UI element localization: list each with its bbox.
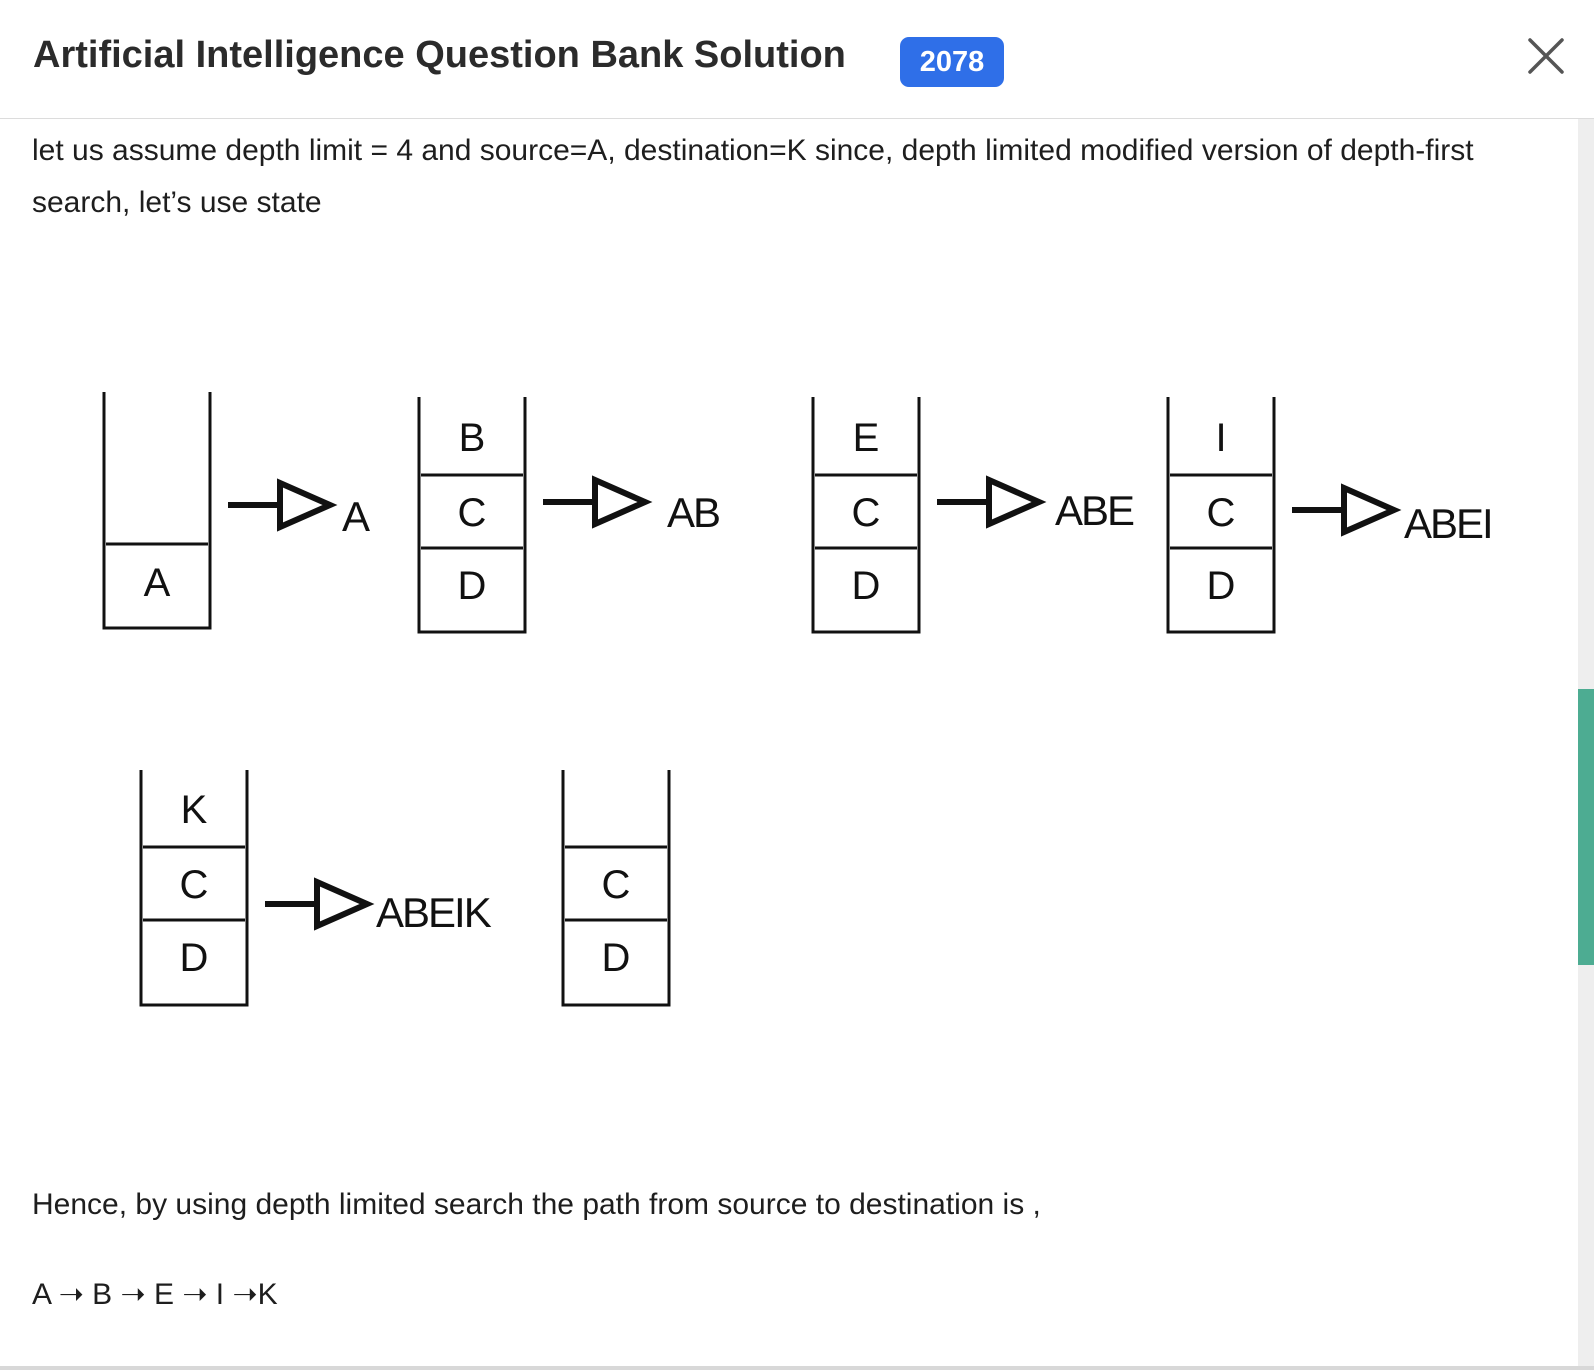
intro-text: let us assume depth limit = 4 and source… (32, 134, 1474, 219)
close-icon (1528, 38, 1564, 74)
stack-container (417, 397, 527, 634)
visited-path-label: ABEI (1404, 500, 1492, 547)
stack-cell-label: D (852, 564, 881, 608)
arrow-head (592, 475, 653, 529)
visited-path-label: A (342, 493, 370, 540)
stack-cell-label: A (144, 561, 171, 605)
close-button[interactable] (1526, 36, 1566, 76)
arrow-head (314, 877, 375, 931)
stack-cell-label: D (602, 936, 631, 980)
stack-container (561, 770, 671, 1007)
path-result: A ➝ B ➝ E ➝ I ➝K (32, 1278, 278, 1311)
stack-cell-label: I (1215, 416, 1226, 460)
dialog-content[interactable]: let us assume depth limit = 4 and source… (0, 119, 1578, 1366)
scrollbar-thumb[interactable] (1578, 689, 1594, 965)
arrow-head (1341, 483, 1402, 537)
stack-cell-label: B (459, 416, 486, 460)
visited-path-label: ABE (1055, 487, 1134, 534)
stack-container (811, 397, 921, 634)
arrow-head (986, 475, 1047, 529)
vertical-scrollbar[interactable] (1578, 119, 1594, 1366)
stack-cell-label: C (602, 863, 631, 907)
conclusion-text: Hence, by using depth limited search the… (32, 1188, 1041, 1221)
stack-container (139, 770, 249, 1007)
visited-path-label: AB (667, 489, 719, 536)
stack-cell-label: C (1207, 491, 1236, 535)
dialog-header: Artificial Intelligence Question Bank So… (0, 0, 1594, 119)
dialog-title: Artificial Intelligence Question Bank So… (33, 34, 846, 76)
stack-container (102, 392, 212, 630)
stack-cell-label: K (181, 788, 208, 832)
dialog-bottom-border (0, 1366, 1594, 1370)
stack-cell-label: D (180, 936, 209, 980)
year-badge: 2078 (900, 37, 1004, 87)
stack-container (1166, 397, 1276, 634)
stack-cell-label: D (458, 564, 487, 608)
visited-path-label: ABEIK (376, 889, 492, 936)
arrow-head (277, 478, 338, 532)
stack-cell-label: D (1207, 564, 1236, 608)
stack-cell-label: C (852, 491, 881, 535)
stack-cell-label: C (458, 491, 487, 535)
stack-cell-label: E (853, 416, 880, 460)
stack-cell-label: C (180, 863, 209, 907)
